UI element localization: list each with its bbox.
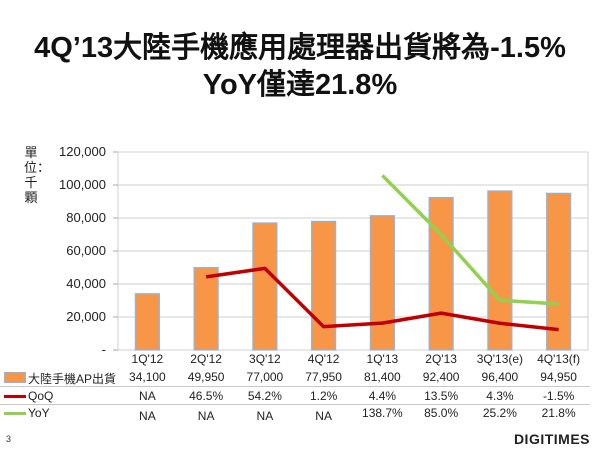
legend-label: 大陸手機AP出貨 xyxy=(28,372,117,386)
table-cell: 54.2% xyxy=(247,389,282,403)
table-cell: 4.3% xyxy=(486,389,514,403)
x-tick-label: 4Q'13(f) xyxy=(537,352,581,366)
table-cell: 49,950 xyxy=(187,370,225,384)
y-tick-label: 40,000 xyxy=(66,276,106,291)
table-cell: NA xyxy=(256,409,274,423)
legend-label: QoQ xyxy=(28,389,54,403)
bar-3Q'13(e) xyxy=(487,190,513,351)
y-tick-label: - xyxy=(101,342,106,357)
table-cell: -1.5% xyxy=(542,389,575,403)
legend-key-qoq xyxy=(4,395,26,398)
table-cell: 46.5% xyxy=(189,389,224,403)
table-divider xyxy=(0,404,590,405)
table-cell: NA xyxy=(315,409,332,423)
legend-label: YoY xyxy=(28,406,50,420)
x-tick-label: 4Q'12 xyxy=(307,352,340,366)
legend-key-bar xyxy=(4,372,26,383)
slide-title-line-1: 4Q’13大陸手機應用處理器出貨將為-1.5% xyxy=(34,32,566,64)
table-cell: 77,950 xyxy=(305,370,342,384)
slide-title-line-2: YoY僅達21.8% xyxy=(202,69,398,101)
y-tick-label: 20,000 xyxy=(66,309,106,324)
x-tick-label: 2Q'12 xyxy=(190,352,222,366)
x-tick-label: 3Q'12 xyxy=(249,352,281,366)
bar-1Q'12 xyxy=(134,293,160,351)
table-cell: 138.7% xyxy=(362,406,403,420)
bar-2Q'13 xyxy=(428,196,454,351)
table-cell: 13.5% xyxy=(424,389,459,403)
qoq-line xyxy=(205,266,559,332)
page-number: 3 xyxy=(6,434,12,444)
digitimes-logo: DIGITIMES xyxy=(513,431,590,447)
table-cell: 96,400 xyxy=(481,370,519,384)
bar-4Q'12 xyxy=(311,220,337,351)
bar-2Q'12 xyxy=(193,266,219,351)
table-cell: 4.4% xyxy=(368,389,397,403)
table-divider xyxy=(0,386,590,387)
y-tick-label: 100,000 xyxy=(59,177,106,192)
y-tick-label: 60,000 xyxy=(66,243,106,258)
table-cell: 85.0% xyxy=(424,406,459,420)
x-tick-label: 2Q'13 xyxy=(425,352,457,366)
legend-key-yoy xyxy=(4,412,26,415)
yoy-line xyxy=(381,174,559,306)
x-tick-label: 3Q'13(e) xyxy=(476,352,524,366)
table-cell: 25.2% xyxy=(482,406,517,420)
table-cell: 77,000 xyxy=(246,370,284,384)
y-tick-label: 120,000 xyxy=(59,144,106,159)
table-cell: 1.2% xyxy=(309,389,338,403)
table-cell: 34,100 xyxy=(129,370,166,384)
table-cell: NA xyxy=(139,409,156,423)
x-tick-label: 1Q'12 xyxy=(131,352,164,366)
table-cell: NA xyxy=(197,409,215,423)
table-cell: 92,400 xyxy=(422,370,460,384)
y-tick-label: 80,000 xyxy=(66,210,106,225)
table-cell: 94,950 xyxy=(540,370,577,384)
bar-3Q'12 xyxy=(252,222,278,351)
table-cell: 21.8% xyxy=(541,406,576,420)
table-cell: 81,400 xyxy=(364,370,401,384)
x-tick-label: 1Q'13 xyxy=(366,352,399,366)
table-cell: NA xyxy=(139,389,156,403)
bar-4Q'13(f) xyxy=(546,192,572,351)
bar-1Q'13 xyxy=(369,215,395,351)
